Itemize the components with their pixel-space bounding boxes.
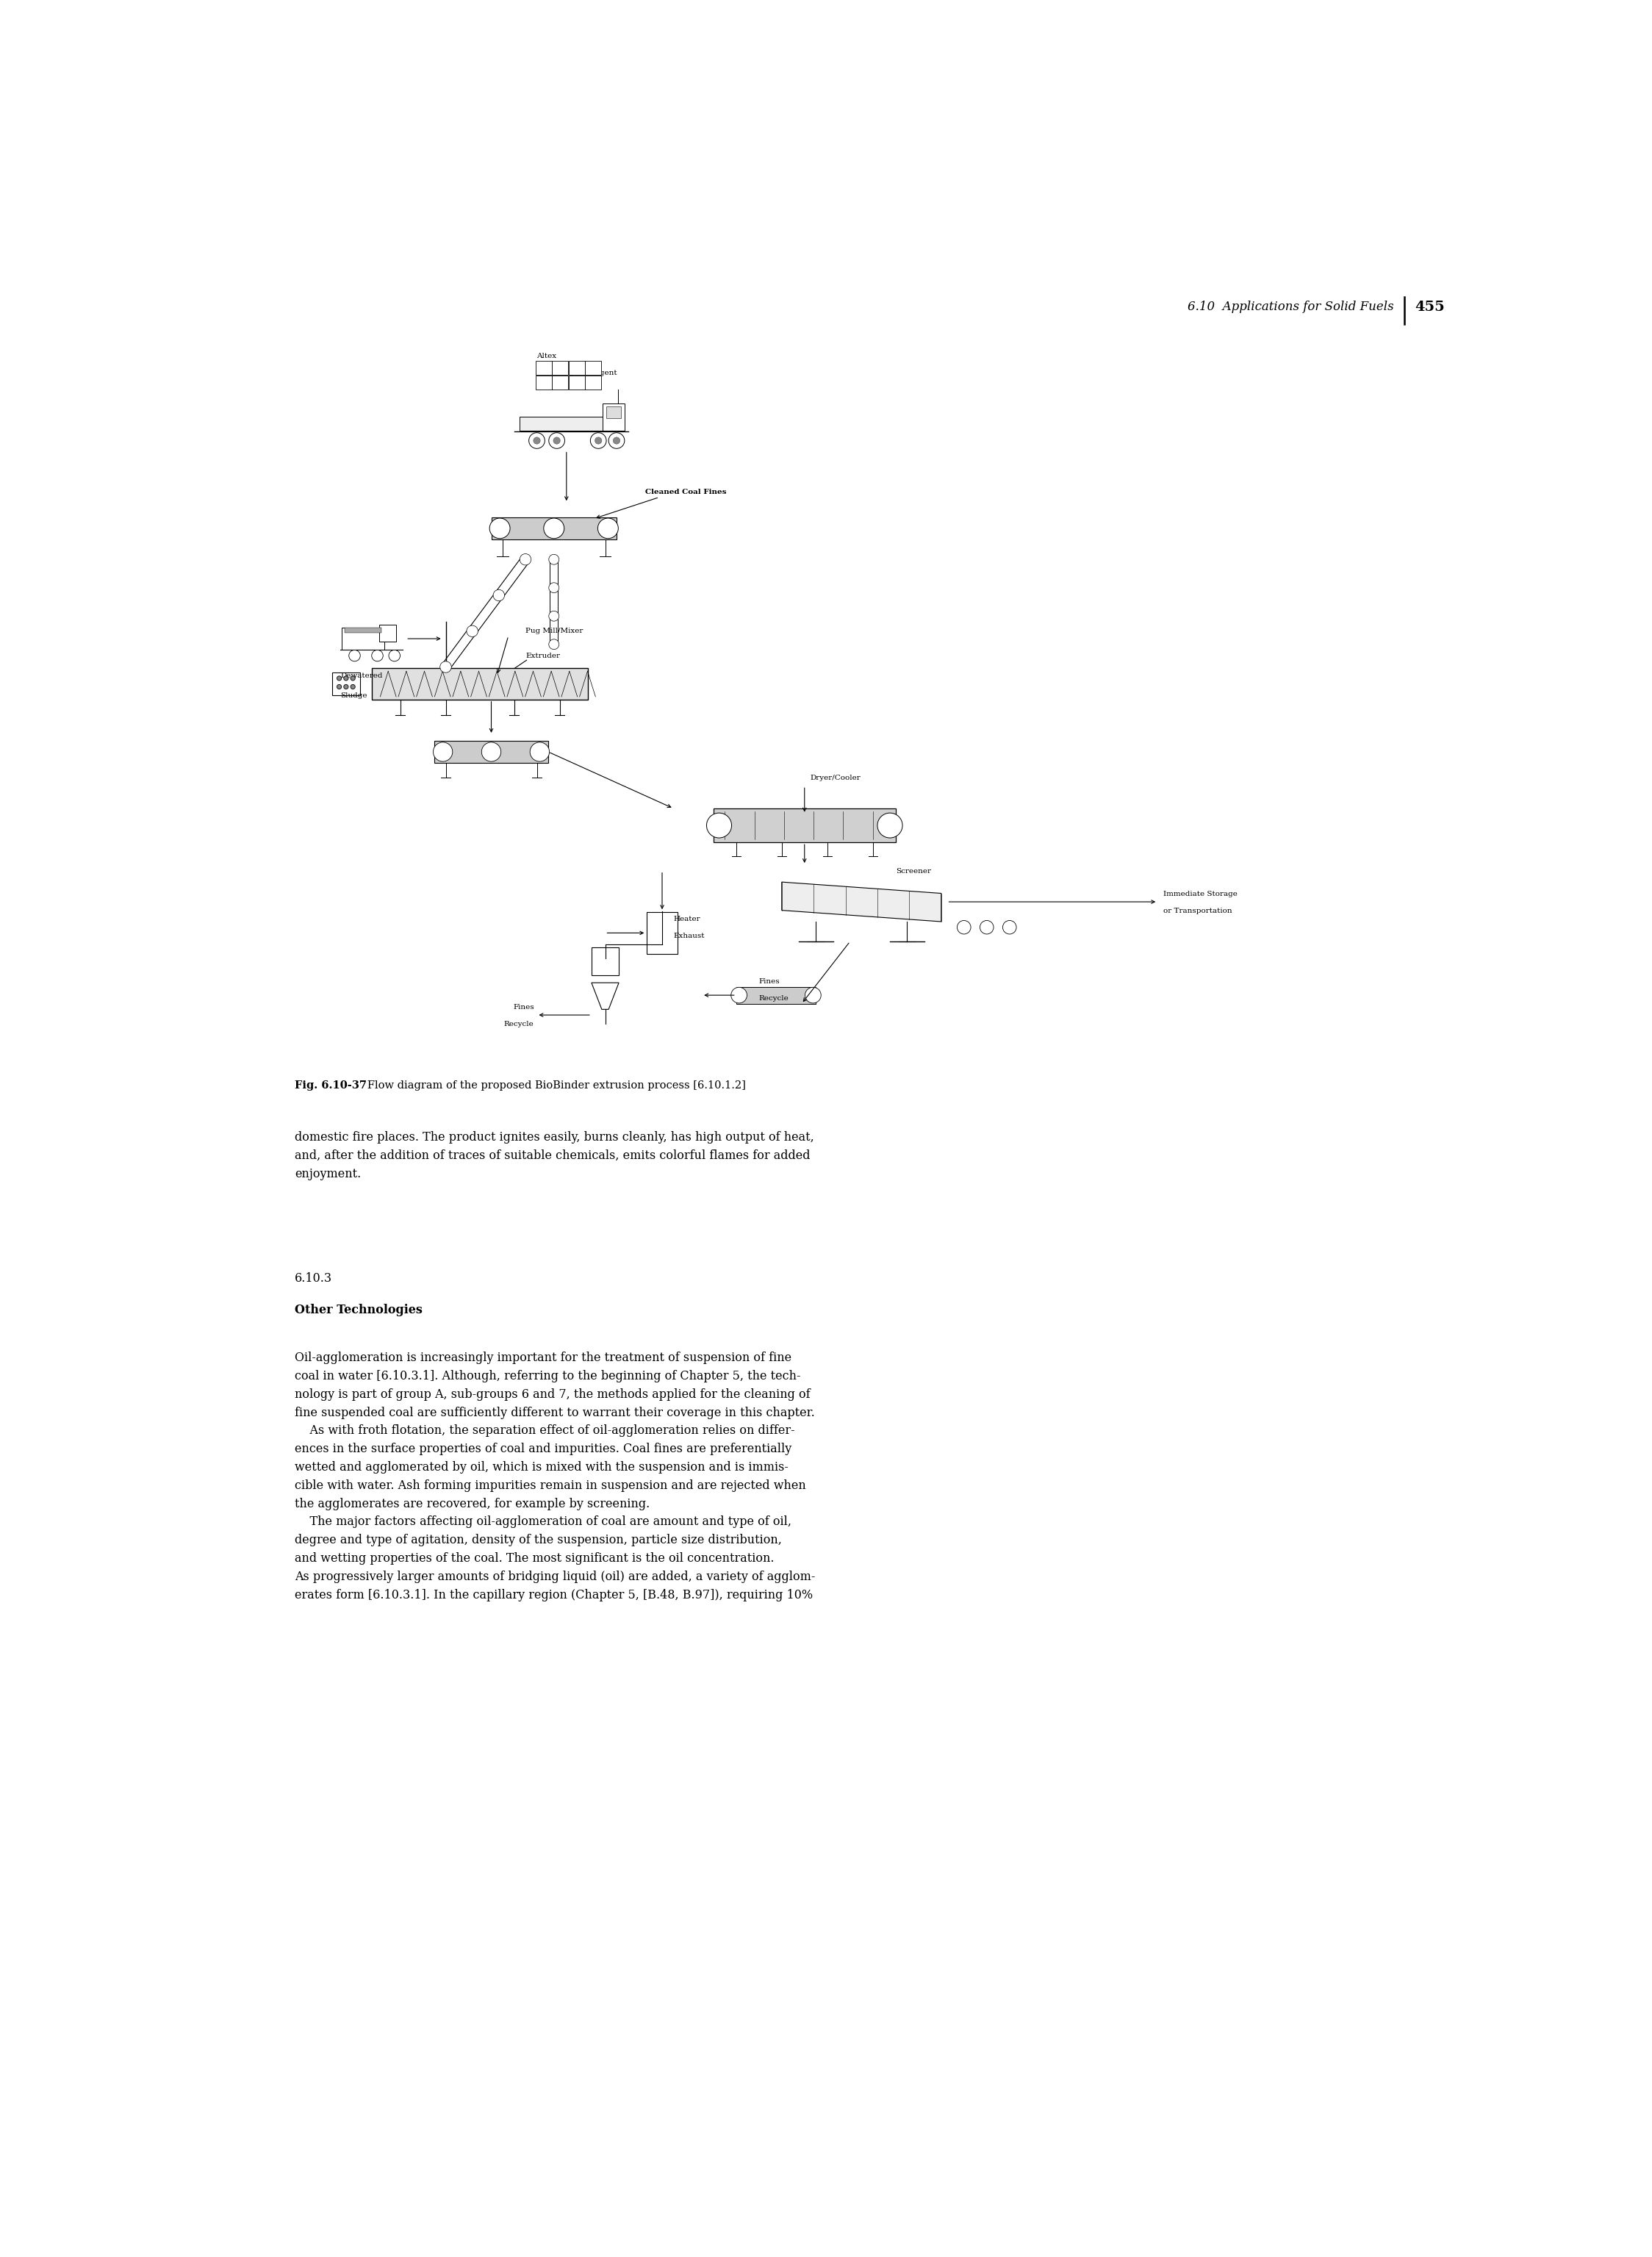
- Circle shape: [548, 639, 558, 650]
- Circle shape: [529, 433, 545, 449]
- Bar: [737, 986, 816, 1004]
- Circle shape: [466, 625, 477, 636]
- Circle shape: [530, 743, 550, 761]
- Bar: [342, 627, 385, 650]
- Text: 6.10  Applications for Solid Fuels: 6.10 Applications for Solid Fuels: [1188, 300, 1394, 314]
- Polygon shape: [781, 882, 942, 921]
- Text: domestic fire places. The product ignites easily, burns cleanly, has high output: domestic fire places. The product ignite…: [294, 1131, 814, 1180]
- Bar: [332, 673, 360, 695]
- Text: Immediate Storage: Immediate Storage: [1163, 892, 1237, 896]
- Circle shape: [548, 433, 565, 449]
- Bar: [535, 375, 552, 390]
- Circle shape: [544, 519, 565, 539]
- Circle shape: [595, 438, 601, 445]
- Circle shape: [590, 433, 606, 449]
- Circle shape: [520, 553, 532, 564]
- Text: Recycle: Recycle: [758, 995, 790, 1002]
- Circle shape: [482, 743, 501, 761]
- Text: Recycle: Recycle: [504, 1020, 534, 1027]
- Circle shape: [350, 684, 355, 688]
- Bar: [606, 406, 621, 418]
- Circle shape: [732, 986, 747, 1002]
- Circle shape: [707, 813, 732, 837]
- Bar: [434, 740, 548, 763]
- Circle shape: [548, 582, 558, 594]
- Bar: [378, 625, 396, 641]
- Text: Sludge: Sludge: [340, 693, 367, 700]
- Text: Heater: Heater: [674, 916, 700, 923]
- Bar: [535, 361, 552, 375]
- Circle shape: [957, 921, 971, 934]
- Bar: [646, 912, 677, 955]
- Circle shape: [372, 650, 383, 661]
- Circle shape: [439, 661, 451, 673]
- Text: Flow diagram of the proposed BioBinder extrusion process [6.10.1.2]: Flow diagram of the proposed BioBinder e…: [357, 1081, 747, 1090]
- Bar: [714, 808, 895, 842]
- Polygon shape: [591, 982, 620, 1009]
- Text: Fines: Fines: [512, 1004, 534, 1011]
- Text: Pug Mill/Mixer: Pug Mill/Mixer: [525, 627, 583, 634]
- Circle shape: [344, 684, 349, 688]
- Text: Cleaned Coal Fines: Cleaned Coal Fines: [644, 490, 727, 494]
- Circle shape: [350, 677, 355, 682]
- Bar: [568, 375, 585, 390]
- Circle shape: [388, 650, 400, 661]
- Circle shape: [548, 555, 558, 564]
- Text: Extruder: Extruder: [525, 652, 560, 659]
- Text: Weatherguard Agent: Weatherguard Agent: [537, 370, 618, 377]
- Circle shape: [598, 519, 618, 539]
- Circle shape: [805, 986, 821, 1002]
- Text: Dewatered: Dewatered: [340, 673, 383, 679]
- Circle shape: [433, 743, 453, 761]
- Circle shape: [494, 589, 504, 600]
- Text: Other Technologies: Other Technologies: [294, 1305, 423, 1316]
- Bar: [568, 361, 585, 375]
- Text: 455: 455: [1414, 300, 1444, 314]
- Text: Oil-agglomeration is increasingly important for the treatment of suspension of f: Oil-agglomeration is increasingly import…: [294, 1352, 816, 1600]
- Circle shape: [877, 813, 902, 837]
- Circle shape: [489, 519, 510, 539]
- Text: Exhaust: Exhaust: [674, 932, 705, 939]
- Bar: [372, 668, 588, 700]
- Bar: [591, 948, 620, 975]
- Circle shape: [349, 650, 360, 661]
- Bar: [552, 361, 568, 375]
- Circle shape: [534, 438, 540, 445]
- Bar: [491, 517, 616, 539]
- Bar: [345, 627, 382, 632]
- Circle shape: [613, 438, 620, 445]
- Text: Dryer/Cooler: Dryer/Cooler: [809, 774, 861, 781]
- Circle shape: [980, 921, 993, 934]
- Circle shape: [1003, 921, 1016, 934]
- Text: Screener: Screener: [895, 869, 932, 873]
- Bar: [585, 375, 601, 390]
- Text: or Transportation: or Transportation: [1163, 907, 1232, 914]
- Text: Altex: Altex: [537, 352, 557, 359]
- Bar: [552, 375, 568, 390]
- Text: Fines: Fines: [758, 977, 780, 984]
- Circle shape: [553, 438, 560, 445]
- Circle shape: [344, 677, 349, 682]
- Text: 6.10.3: 6.10.3: [294, 1273, 332, 1284]
- Bar: [585, 361, 601, 375]
- Bar: [519, 418, 613, 431]
- Circle shape: [337, 684, 342, 688]
- Text: Fig. 6.10-37: Fig. 6.10-37: [294, 1081, 367, 1090]
- Circle shape: [337, 677, 342, 682]
- Bar: [603, 404, 624, 431]
- Circle shape: [608, 433, 624, 449]
- Circle shape: [548, 612, 558, 621]
